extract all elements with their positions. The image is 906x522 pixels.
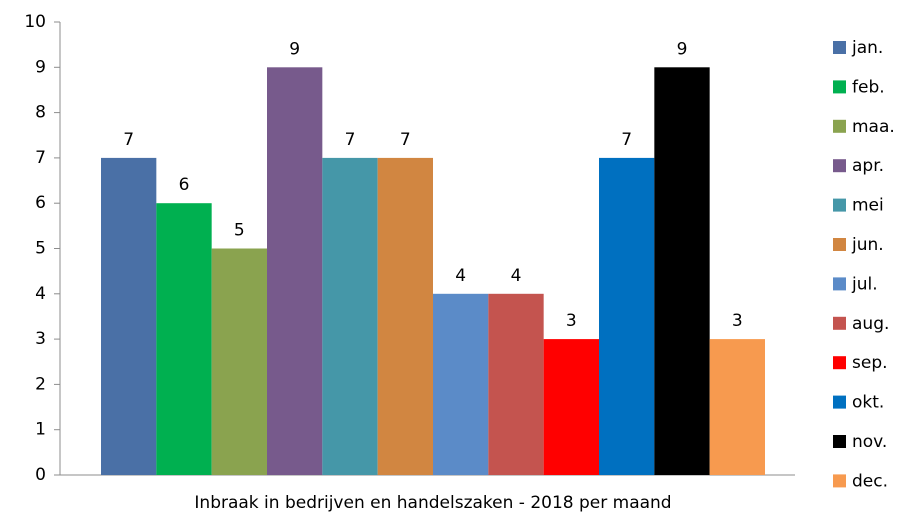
data-label: 3 [566, 311, 577, 331]
legend-swatch [833, 119, 846, 133]
legend-label: apr. [852, 156, 884, 176]
legend-label: dec. [852, 471, 888, 491]
data-label: 4 [511, 266, 522, 286]
y-tick-label: 7 [35, 148, 46, 168]
bar [101, 157, 157, 475]
data-label: 7 [621, 130, 632, 150]
legend-label: jan. [851, 38, 883, 58]
data-label: 7 [123, 130, 134, 150]
legend-label: okt. [852, 393, 884, 413]
data-label: 5 [234, 221, 245, 241]
data-label: 4 [455, 266, 466, 286]
y-tick-label: 6 [35, 193, 46, 213]
bar [267, 67, 323, 476]
data-label: 9 [677, 39, 688, 59]
data-label: 6 [179, 175, 190, 195]
legend-label: jun. [851, 235, 884, 255]
bar [488, 293, 544, 475]
bar [377, 157, 433, 475]
legend-label: aug. [852, 314, 889, 334]
bar [654, 67, 710, 476]
bar [543, 339, 599, 475]
legend-label: maa. [852, 117, 895, 137]
legend-swatch [833, 41, 846, 54]
legend-swatch [833, 238, 846, 251]
legend-label: nov. [852, 432, 887, 452]
legend-label: jul. [851, 274, 878, 294]
legend-swatch [833, 80, 846, 94]
legend-label: mei [852, 196, 884, 216]
bar [599, 157, 655, 475]
y-tick-label: 9 [35, 57, 46, 77]
data-label: 3 [732, 311, 743, 331]
y-tick-label: 1 [35, 420, 46, 440]
y-tick-label: 4 [35, 284, 46, 304]
y-tick-label: 5 [35, 239, 46, 259]
legend-swatch [833, 159, 846, 173]
y-tick-label: 10 [24, 12, 46, 32]
bar [709, 339, 765, 475]
bar [156, 203, 212, 475]
legend-label: feb. [852, 77, 885, 97]
legend-swatch [833, 474, 846, 488]
data-label: 7 [345, 130, 356, 150]
legend-swatch [833, 198, 846, 212]
data-label: 7 [400, 130, 411, 150]
x-axis-label: Inbraak in bedrijven en handelszaken - 2… [194, 493, 671, 513]
legend-swatch [833, 356, 846, 370]
y-tick-label: 3 [35, 329, 46, 349]
legend-swatch [833, 277, 846, 291]
y-tick-label: 0 [35, 465, 46, 485]
legend-swatch [833, 435, 846, 448]
legend-swatch [833, 395, 846, 409]
legend-label: sep. [852, 353, 888, 373]
y-tick-label: 8 [35, 103, 46, 123]
bar [322, 157, 378, 475]
legend-swatch [833, 316, 846, 330]
y-tick-label: 2 [35, 374, 46, 394]
bar [211, 248, 267, 475]
bar [433, 293, 489, 475]
data-label: 9 [289, 39, 300, 59]
